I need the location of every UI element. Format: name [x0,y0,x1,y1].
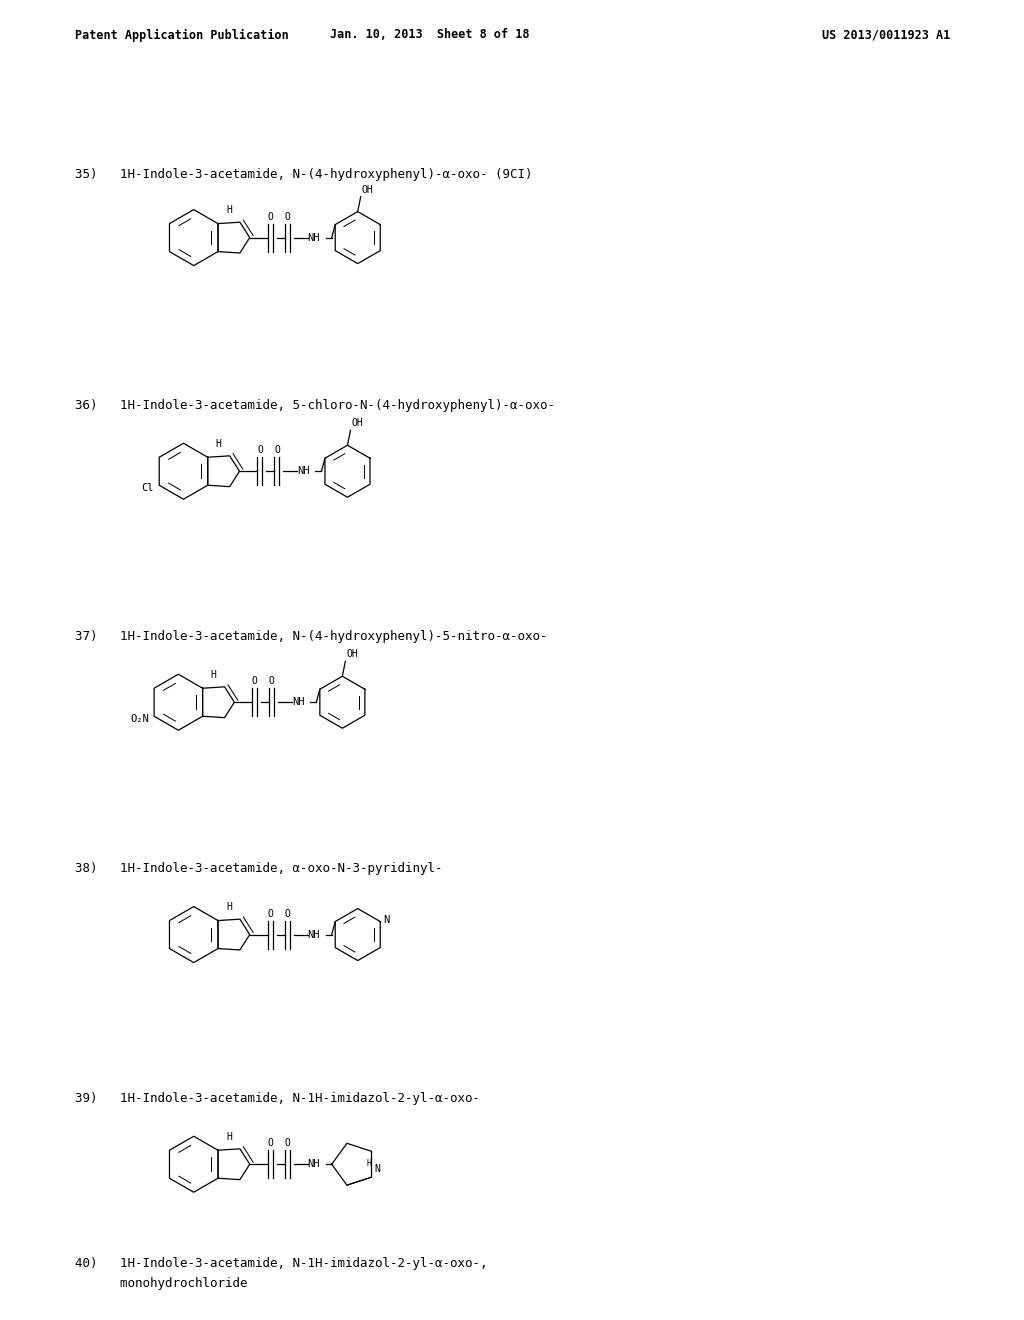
Text: 36)   1H-Indole-3-acetamide, 5-chloro-N-(4-hydroxyphenyl)-α-oxo-: 36) 1H-Indole-3-acetamide, 5-chloro-N-(4… [75,399,555,412]
Text: Cl: Cl [141,483,155,494]
Text: N: N [383,915,389,924]
Text: H: H [226,1131,231,1142]
Text: 35)   1H-Indole-3-acetamide, N-(4-hydroxyphenyl)-α-oxo- (9CI): 35) 1H-Indole-3-acetamide, N-(4-hydroxyp… [75,168,532,181]
Text: H: H [366,1159,371,1168]
Text: O: O [267,908,273,919]
Text: Patent Application Publication: Patent Application Publication [75,29,289,41]
Text: NH: NH [308,232,321,243]
Text: O: O [285,908,290,919]
Text: O: O [285,211,290,222]
Text: N: N [375,1164,380,1175]
Text: H: H [216,438,221,449]
Text: O₂N: O₂N [130,714,150,725]
Text: OH: OH [361,185,374,194]
Text: NH: NH [308,1159,321,1170]
Text: H: H [226,205,231,215]
Text: NH: NH [293,697,305,708]
Text: NH: NH [308,929,321,940]
Text: monohydrochloride: monohydrochloride [75,1276,248,1290]
Text: 40)   1H-Indole-3-acetamide, N-1H-imidazol-2-yl-α-oxo-,: 40) 1H-Indole-3-acetamide, N-1H-imidazol… [75,1257,487,1270]
Text: H: H [226,902,231,912]
Text: O: O [267,211,273,222]
Text: O: O [274,445,280,455]
Text: O: O [269,676,274,686]
Text: 37)   1H-Indole-3-acetamide, N-(4-hydroxyphenyl)-5-nitro-α-oxo-: 37) 1H-Indole-3-acetamide, N-(4-hydroxyp… [75,630,548,643]
Text: 39)   1H-Indole-3-acetamide, N-1H-imidazol-2-yl-α-oxo-: 39) 1H-Indole-3-acetamide, N-1H-imidazol… [75,1092,480,1105]
Text: NH: NH [298,466,310,477]
Text: O: O [252,676,258,686]
Text: H: H [211,669,216,680]
Text: O: O [267,1138,273,1148]
Text: O: O [285,1138,290,1148]
Text: OH: OH [351,418,364,428]
Text: US 2013/0011923 A1: US 2013/0011923 A1 [821,29,950,41]
Text: OH: OH [346,649,358,659]
Text: 38)   1H-Indole-3-acetamide, α-oxo-N-3-pyridinyl-: 38) 1H-Indole-3-acetamide, α-oxo-N-3-pyr… [75,862,442,875]
Text: O: O [257,445,263,455]
Text: Jan. 10, 2013  Sheet 8 of 18: Jan. 10, 2013 Sheet 8 of 18 [331,29,529,41]
